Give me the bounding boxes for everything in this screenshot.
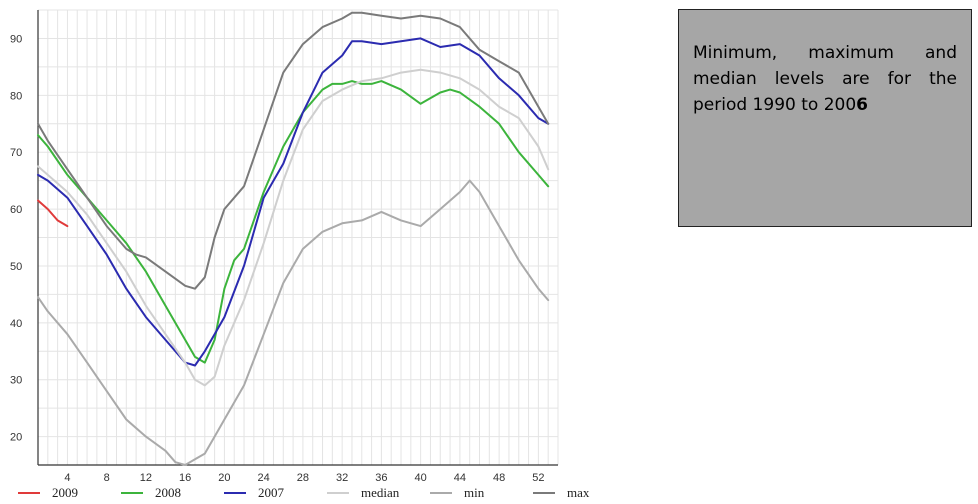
legend-label-2007: 2007 [258, 485, 285, 500]
x-tick-label: 28 [297, 472, 309, 484]
y-tick-label: 40 [10, 318, 22, 330]
x-tick-label: 32 [336, 472, 348, 484]
legend-label-max: max [567, 485, 590, 500]
x-tick-label: 20 [218, 472, 230, 484]
note-highlight: 6 [856, 95, 868, 115]
series-line-2009 [37, 199, 69, 228]
series-line-median [37, 68, 550, 387]
y-tick-label: 60 [10, 204, 22, 216]
legend-label-min: min [464, 485, 485, 500]
chart-grid [37, 9, 559, 466]
series-line-min [37, 179, 550, 466]
y-tick-label: 50 [10, 261, 22, 273]
x-tick-label: 44 [454, 472, 466, 484]
x-tick-label: 36 [375, 472, 387, 484]
series-line-max [37, 11, 550, 290]
series-line-2007 [37, 37, 550, 367]
x-tick-label: 24 [258, 472, 270, 484]
legend-label-2009: 2009 [52, 485, 78, 500]
y-tick-label: 70 [10, 147, 22, 159]
chart-axes [37, 10, 558, 466]
chart-series-lines [37, 11, 550, 466]
y-tick-label: 80 [10, 90, 22, 102]
x-tick-label: 40 [415, 472, 427, 484]
y-tick-label: 30 [10, 375, 22, 387]
x-tick-label: 8 [104, 472, 110, 484]
y-tick-label: 90 [10, 33, 22, 45]
legend-label-2008: 2008 [155, 485, 181, 500]
x-tick-label: 52 [532, 472, 544, 484]
note-box: Minimum, maximum and median levels are f… [678, 9, 972, 227]
legend-label-median: median [361, 485, 400, 500]
note-text: Minimum, maximum and median levels are f… [693, 43, 957, 115]
x-tick-label: 4 [64, 472, 70, 484]
y-tick-label: 20 [10, 432, 22, 444]
chart-legend: 2009 2008 2007 median min max [18, 485, 590, 500]
x-tick-label: 48 [493, 472, 505, 484]
x-tick-label: 12 [140, 472, 152, 484]
x-tick-label: 16 [179, 472, 191, 484]
